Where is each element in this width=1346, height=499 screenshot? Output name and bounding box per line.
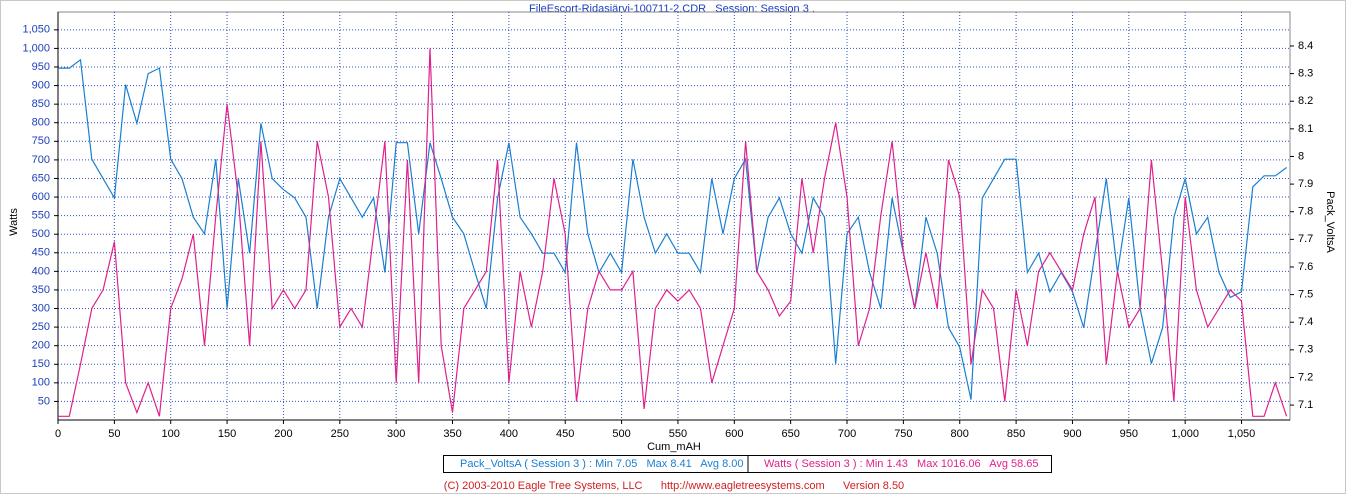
y2-tick-label: 8 [1298,150,1304,162]
y2-tick-label: 7.6 [1298,261,1313,273]
y-tick-label: 650 [32,172,50,184]
x-axis-label: Cum_mAH [647,441,701,453]
y-tick-label: 200 [32,340,50,352]
y-tick-label: 500 [32,228,50,240]
x-tick-label: 200 [274,428,292,440]
y2-tick-label: 8.2 [1298,95,1313,107]
x-tick-label: 950 [1120,428,1138,440]
series-line [58,58,1287,400]
y-tick-label: 550 [32,210,50,222]
y-tick-label: 1,050 [22,24,50,36]
y2-tick-label: 7.5 [1298,288,1313,300]
y-tick-label: 850 [32,98,50,110]
y-tick-label: 100 [32,377,50,389]
x-tick-label: 150 [218,428,236,440]
x-tick-label: 350 [443,428,461,440]
x-tick-label: 650 [781,428,799,440]
y-tick-label: 900 [32,79,50,91]
x-tick-label: 800 [951,428,969,440]
y-tick-label: 150 [32,358,50,370]
y2-tick-label: 7.4 [1298,316,1313,328]
y2-tick-label: 8.4 [1298,40,1313,52]
y-axis-label: Watts [8,208,20,236]
y-tick-label: 250 [32,321,50,333]
y2-tick-label: 7.9 [1298,178,1313,190]
y-tick-label: 400 [32,265,50,277]
x-tick-label: 300 [387,428,405,440]
legend-entry: Pack_VoltsA ( Session 3 ) : Min 7.05 Max… [460,458,744,470]
footer: (C) 2003-2010 Eagle Tree Systems, LLC ht… [444,480,904,492]
x-tick-label: 600 [725,428,743,440]
x-tick-label: 850 [1007,428,1025,440]
y-tick-label: 1,000 [22,42,50,54]
series-line [58,48,1288,417]
x-tick-label: 450 [556,428,574,440]
legend-entry: Watts ( Session 3 ) : Min 1.43 Max 1016.… [764,458,1039,470]
y2-tick-label: 7.2 [1298,371,1313,383]
y-tick-label: 600 [32,191,50,203]
y-tick-label: 450 [32,247,50,259]
y-tick-label: 700 [32,154,50,166]
y-tick-label: 350 [32,284,50,296]
x-tick-label: 0 [55,428,61,440]
x-tick-label: 750 [894,428,912,440]
x-tick-label: 100 [162,428,180,440]
x-tick-label: 500 [612,428,630,440]
y2-tick-label: 8.1 [1298,123,1313,135]
y2-tick-label: 7.7 [1298,233,1313,245]
x-tick-label: 1,050 [1228,428,1256,440]
y-tick-label: 50 [38,395,50,407]
x-tick-label: 700 [838,428,856,440]
y-tick-label: 300 [32,302,50,314]
x-tick-label: 50 [108,428,120,440]
x-tick-label: 900 [1063,428,1081,440]
x-tick-label: 550 [669,428,687,440]
y-tick-label: 750 [32,135,50,147]
y2-axis-label: Pack_VoltsA [1324,191,1336,253]
x-tick-label: 1,000 [1171,428,1199,440]
x-tick-label: 400 [500,428,518,440]
x-tick-label: 250 [331,428,349,440]
y-tick-label: 950 [32,61,50,73]
y2-tick-label: 7.1 [1298,399,1313,411]
y2-tick-label: 7.8 [1298,206,1313,218]
y2-tick-label: 7.3 [1298,344,1313,356]
y2-tick-label: 8.3 [1298,68,1313,80]
y-tick-label: 800 [32,117,50,129]
